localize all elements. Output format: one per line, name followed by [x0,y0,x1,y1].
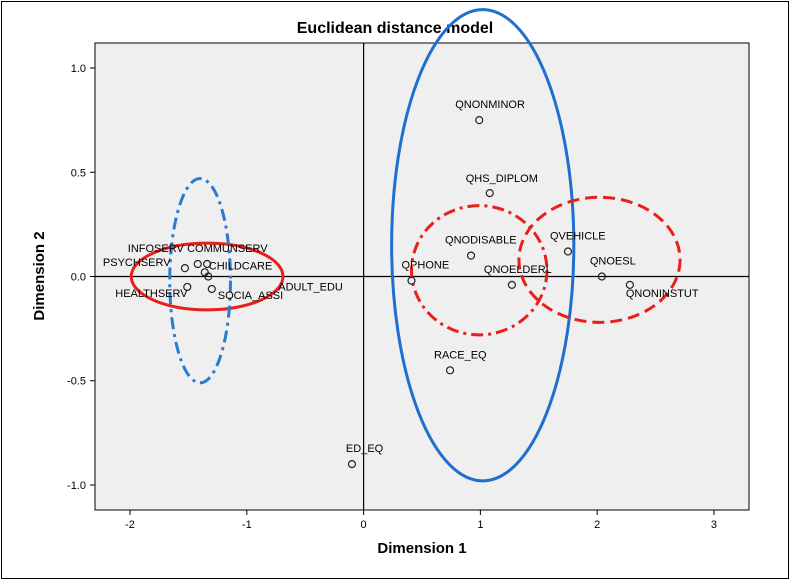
point-label: QPHONE [401,260,449,272]
scatter-point [347,460,357,469]
point-label: QNODISABLE [445,235,517,247]
scatter-point [563,247,573,256]
y-tick-label: 1.0 [71,63,86,75]
point-label: QNOELDERL [484,264,552,276]
cluster-ellipse-1 [129,241,285,312]
point-label: HEALTHSERV [115,288,188,300]
point-label: QNOESL [590,256,636,268]
scatter-point [445,366,455,375]
point-label: QVEHICLE [550,230,606,242]
scatter-point [475,116,484,125]
point-label: ED_EQ [346,443,384,455]
x-tick-label: -2 [125,519,135,531]
y-tick-label: -1.0 [67,480,86,492]
x-axis-label: Dimension 1 [377,540,466,557]
x-tick-label: 0 [361,519,367,531]
cluster-ellipse-4 [409,204,549,337]
point-label: RACE_EQ [434,349,487,361]
point-label: ADULT_EDU [278,282,343,294]
point-label: CHILDCARE [209,260,273,272]
point-label: PSYCHSERV [103,257,171,269]
point-label: QNONMINOR [455,99,525,111]
scatter-point [485,189,494,198]
scatter-point [203,259,212,269]
x-tick-label: 2 [594,519,600,531]
point-label: COMMUNSERV [187,243,268,255]
point-label: QNONINSTUT [626,288,699,300]
cluster-ellipse-2 [168,177,232,385]
y-tick-label: 0.5 [71,167,86,179]
x-tick-label: 1 [477,519,483,531]
cluster-ellipse-5 [517,195,682,324]
point-label: SOCIA_ASSI [218,290,283,302]
scatter-point [466,251,476,260]
point-label: INFOSERV [128,243,185,255]
y-tick-label: 0.0 [71,272,86,284]
y-axis-label: Dimension 2 [31,231,48,320]
point-label: QHS_DIPLOM [466,173,538,185]
x-tick-label: -1 [242,519,252,531]
scatter-point [207,284,216,294]
x-tick-label: 3 [711,519,717,531]
y-tick-label: -0.5 [67,376,86,388]
scatter-point [507,280,517,289]
cluster-ellipse-3 [390,8,576,483]
scatter-point [625,280,634,289]
chart-title: Euclidean distance model [297,20,494,37]
scatter-point [183,282,192,292]
scatter-point [204,272,213,281]
scatter-point [180,264,190,273]
scatter-point [597,272,606,281]
scatter-point [193,259,202,269]
scatter-point [407,276,416,285]
